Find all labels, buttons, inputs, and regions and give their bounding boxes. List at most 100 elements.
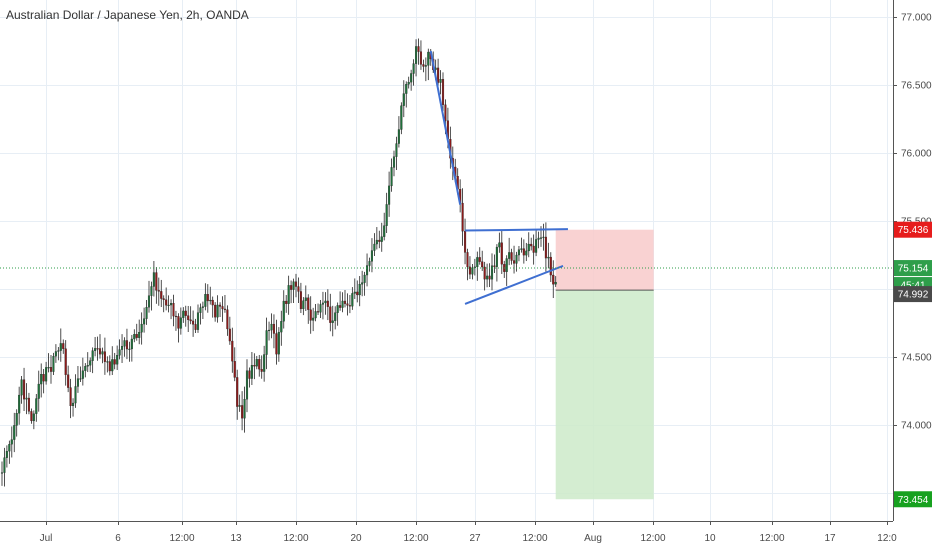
candle-body <box>515 254 518 264</box>
x-tick-label: 10 <box>704 533 716 544</box>
chart-title: Australian Dollar / Japanese Yen, 2h, OA… <box>6 8 249 22</box>
candle-body <box>265 330 268 355</box>
candle-body <box>414 46 418 64</box>
candle-body <box>147 295 151 308</box>
candle-body <box>341 300 344 308</box>
candle-body <box>312 317 315 321</box>
candle-body <box>542 236 545 238</box>
entry-price-label-bg <box>894 286 932 303</box>
candle-body <box>461 202 464 232</box>
candle-body <box>13 425 16 440</box>
candle-body <box>316 311 320 313</box>
x-tick-label: 6 <box>115 533 121 544</box>
candle-body <box>532 245 535 253</box>
candle-body <box>49 367 53 372</box>
candle-body <box>483 266 486 280</box>
y-tick-label: 74.500 <box>901 353 932 364</box>
candle-body <box>520 248 523 250</box>
candle-body <box>486 275 489 280</box>
candle-body <box>47 367 50 369</box>
candle-body <box>285 300 288 304</box>
candle-body <box>27 397 30 412</box>
candle-body <box>52 356 55 372</box>
candle-body <box>76 378 80 387</box>
candle-body <box>368 261 371 266</box>
candle-body <box>388 185 391 205</box>
trendline <box>429 50 462 205</box>
candle-body <box>226 309 229 330</box>
candle-body <box>98 348 102 355</box>
candle-body <box>324 300 327 304</box>
candle-body <box>294 281 298 287</box>
candle-body <box>25 397 28 400</box>
candle-body <box>422 64 425 67</box>
x-axis-ticks: Jul 6 12:00 13 12:00 20 12:00 27 12:00 Aug 12:00 10… <box>40 521 897 544</box>
stop-loss-zone <box>555 229 654 291</box>
candle-body <box>113 359 116 365</box>
candle-body <box>280 321 283 333</box>
candle-body <box>79 378 82 380</box>
candle-body <box>243 399 246 419</box>
candle-body <box>490 265 494 280</box>
x-tick-label: 27 <box>469 533 481 544</box>
candle-body <box>179 317 182 329</box>
candle-body <box>493 265 496 267</box>
x-tick-label: 12:00 <box>522 533 547 544</box>
candle-body <box>128 348 131 350</box>
x-tick-label: Aug <box>584 533 602 544</box>
x-tick-label: 12:0 <box>877 533 897 544</box>
candle-body <box>67 374 70 388</box>
candle-body <box>228 328 231 342</box>
candle-body <box>397 129 400 144</box>
candle-body <box>537 237 540 240</box>
candle-body <box>495 246 498 267</box>
candle-body <box>375 239 378 245</box>
candle-body <box>54 351 57 357</box>
candle-body <box>270 323 273 331</box>
candle-body <box>74 386 77 404</box>
candle-body <box>522 248 525 256</box>
candle-body <box>385 204 388 226</box>
candle-body <box>0 472 4 474</box>
candle-body <box>62 343 65 349</box>
candle-body <box>370 250 373 262</box>
candle-body <box>373 243 376 251</box>
candle-body <box>133 334 136 340</box>
candle-body <box>309 309 312 321</box>
candle-body <box>106 361 109 363</box>
candle-body <box>40 374 43 385</box>
candle-body <box>174 315 178 318</box>
candle-body <box>211 299 214 306</box>
x-tick-label: 12:00 <box>759 533 784 544</box>
candle-body <box>302 300 305 310</box>
candle-body <box>552 274 555 285</box>
candle-body <box>116 355 119 365</box>
candle-body <box>346 303 349 306</box>
candle-body <box>96 348 99 350</box>
candle-body <box>314 311 317 319</box>
candle-body <box>427 51 430 66</box>
candle-body <box>535 239 538 253</box>
y-tick-label: 77.000 <box>901 13 932 24</box>
trendlines[interactable] <box>429 50 568 305</box>
candle-body <box>57 350 60 352</box>
candle-body <box>20 379 23 396</box>
candle-body <box>517 249 520 256</box>
candle-body <box>223 308 227 310</box>
candle-body <box>69 387 72 407</box>
candle-body <box>348 305 351 307</box>
candle-body <box>329 306 332 323</box>
candle-body <box>478 257 481 262</box>
candle-body <box>505 258 508 272</box>
candle-body <box>356 291 359 296</box>
candle-body <box>199 307 202 313</box>
candle-body <box>8 444 11 452</box>
x-tick-label: 12:00 <box>283 533 308 544</box>
candle-body <box>471 267 474 275</box>
target-price-label-bg <box>894 491 932 508</box>
candle-body <box>410 73 413 83</box>
candle-body <box>297 286 300 292</box>
candle-body <box>201 306 204 308</box>
